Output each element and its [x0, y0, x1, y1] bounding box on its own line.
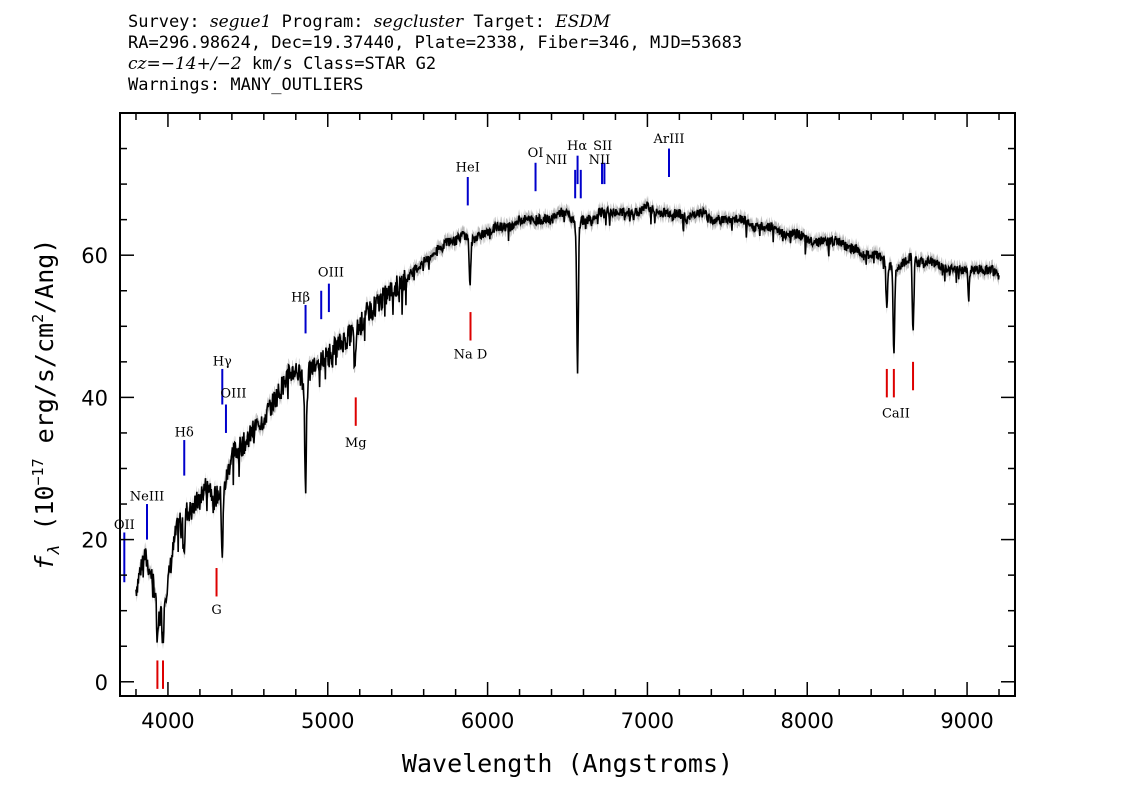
program-label: Program: — [271, 12, 374, 32]
y-axis-title-exp: −17 — [29, 458, 47, 485]
x-axis-ticks: 4000 5000 6000 7000 8000 9000 — [135, 113, 1000, 733]
absorption-label: G — [211, 603, 221, 618]
x-tick-label: 5000 — [301, 709, 354, 733]
emission-label: OI — [528, 146, 544, 161]
emission-label: ArIII — [652, 132, 684, 147]
emission-label: Hγ — [213, 354, 232, 369]
x-tick-label: 7000 — [621, 709, 674, 733]
emission-label: Hα — [567, 139, 587, 154]
spectrum-series — [135, 201, 1000, 644]
absorption-line-markers: G Mg Na D CaII — [156, 312, 915, 689]
header-line-coordinates: RA=296.98624, Dec=19.37440, Plate=2338, … — [128, 33, 743, 53]
y-axis-title-f: f — [30, 554, 59, 570]
emission-label: OIII — [318, 266, 344, 281]
survey-value: segue1 — [209, 12, 272, 32]
spectrum-line — [135, 201, 1000, 644]
y-axis-ticks: 0 20 40 60 — [81, 147, 1015, 695]
header-line-warnings: Warnings: MANY_OUTLIERS — [128, 75, 364, 95]
target-label: Target: — [463, 12, 556, 32]
emission-label: NII — [545, 153, 567, 168]
y-axis-title-tail: /Ang) — [30, 239, 59, 314]
cz-label: cz= — [128, 54, 161, 74]
survey-label: Survey: — [128, 12, 210, 32]
y-tick-label: 0 — [95, 671, 108, 695]
emission-label: Hδ — [175, 425, 194, 440]
y-tick-label: 40 — [81, 386, 108, 410]
absorption-label: Na D — [454, 347, 488, 362]
y-axis-title: fλ (10−17 erg/s/cm2/Ang) — [29, 239, 63, 571]
y-tick-label: 20 — [81, 529, 108, 553]
absorption-label: CaII — [882, 406, 910, 421]
absorption-label: Mg — [345, 436, 367, 451]
plot-frame — [119, 112, 1016, 697]
x-tick-label: 9000 — [940, 709, 993, 733]
emission-label: OIII — [220, 386, 246, 401]
program-value: segcluster — [373, 12, 464, 32]
class-text: km/s Class=STAR G2 — [241, 54, 437, 74]
y-axis-title-sq: 2 — [29, 314, 47, 323]
y-axis-title-unit: erg/s/cm — [30, 323, 59, 458]
x-axis-title: Wavelength (Angstroms) — [402, 749, 733, 778]
y-axis-title-lambda: λ — [44, 546, 63, 556]
spectrum-header: Survey: segue1 Program: segcluster Targe… — [128, 12, 742, 96]
y-axis-title-paren: (10 — [30, 485, 59, 545]
emission-label: SII — [593, 139, 612, 154]
header-line-redshift: cz=−14+/−2 km/s Class=STAR G2 — [128, 54, 742, 75]
cz-value: −14+/−2 — [160, 54, 242, 74]
emission-label: Hβ — [291, 290, 310, 305]
x-tick-label: 6000 — [461, 709, 514, 733]
emission-label: OII — [114, 518, 135, 533]
emission-label: NII — [589, 153, 611, 168]
emission-label: NeIII — [130, 489, 164, 504]
target-value: ESDM — [555, 12, 611, 32]
emission-label: HeI — [456, 160, 480, 175]
y-tick-label: 60 — [81, 244, 108, 268]
x-tick-label: 4000 — [141, 709, 194, 733]
header-line-survey: Survey: segue1 Program: segcluster Targe… — [128, 12, 742, 33]
x-tick-label: 8000 — [781, 709, 834, 733]
